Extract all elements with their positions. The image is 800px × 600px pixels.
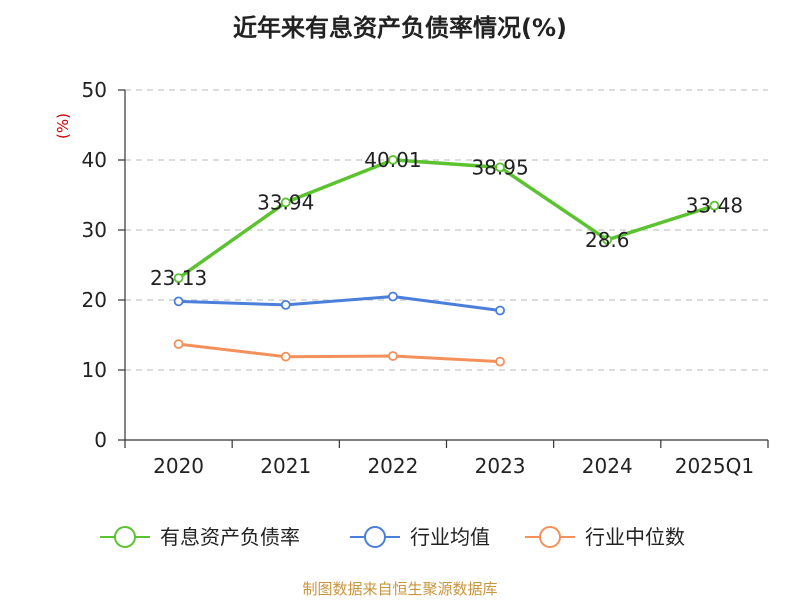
x-tick-label: 2023 — [475, 454, 526, 478]
x-tick-label: 2025Q1 — [675, 454, 754, 478]
series-group: 23.13 33.94 40.01 38.95 28.6 33.48 — [150, 148, 743, 367]
data-point — [388, 155, 398, 165]
data-point — [280, 299, 291, 310]
data-label: 28.6 — [585, 228, 630, 252]
chart-title: 近年来有息资产负债率情况(%) — [233, 14, 567, 42]
legend-label: 有息资产负债率 — [160, 525, 300, 549]
data-point — [602, 234, 613, 245]
data-label: 33.94 — [257, 190, 314, 214]
x-tick-label: 2021 — [260, 454, 311, 478]
data-point — [173, 296, 184, 307]
data-point — [173, 273, 184, 283]
y-tick-label: 30 — [82, 218, 107, 242]
data-point — [495, 162, 505, 173]
y-tick-label: 0 — [94, 428, 107, 452]
data-point — [709, 200, 720, 211]
legend: 有息资产负债率 行业均值 行业中位数 — [100, 525, 685, 549]
legend-marker — [539, 526, 561, 548]
axes: 0 10 20 30 40 50 2020 2021 2022 2023 2024 2025Q1 — [82, 78, 769, 478]
x-tick-label: 2022 — [367, 454, 418, 478]
series-line — [178, 295, 501, 312]
data-label: 33.48 — [686, 194, 743, 218]
y-tick-label: 40 — [82, 148, 107, 172]
y-axis-unit-label: (%) — [54, 113, 72, 139]
data-point — [495, 305, 505, 316]
legend-label: 行业中位数 — [585, 525, 685, 549]
series-line — [178, 342, 501, 364]
data-point — [388, 291, 398, 302]
y-tick-label: 20 — [82, 288, 107, 312]
legend-label: 行业均值 — [410, 525, 490, 549]
data-point — [280, 197, 291, 208]
legend-marker — [364, 526, 386, 548]
y-tick-label: 10 — [82, 358, 107, 382]
series-line — [177, 158, 715, 280]
source-note: 制图数据来自恒生聚源数据库 — [302, 580, 498, 598]
legend-marker — [114, 526, 136, 548]
data-label: 40.01 — [364, 148, 421, 172]
data-point — [495, 356, 505, 367]
data-point — [280, 351, 291, 362]
gridlines — [125, 89, 768, 371]
x-tick-label: 2024 — [582, 454, 633, 478]
data-label: 23.13 — [150, 266, 207, 290]
data-label: 38.95 — [471, 155, 528, 179]
data-point — [173, 339, 184, 350]
y-tick-label: 50 — [82, 78, 107, 102]
data-point — [388, 351, 398, 361]
x-tick-label: 2020 — [153, 454, 204, 478]
